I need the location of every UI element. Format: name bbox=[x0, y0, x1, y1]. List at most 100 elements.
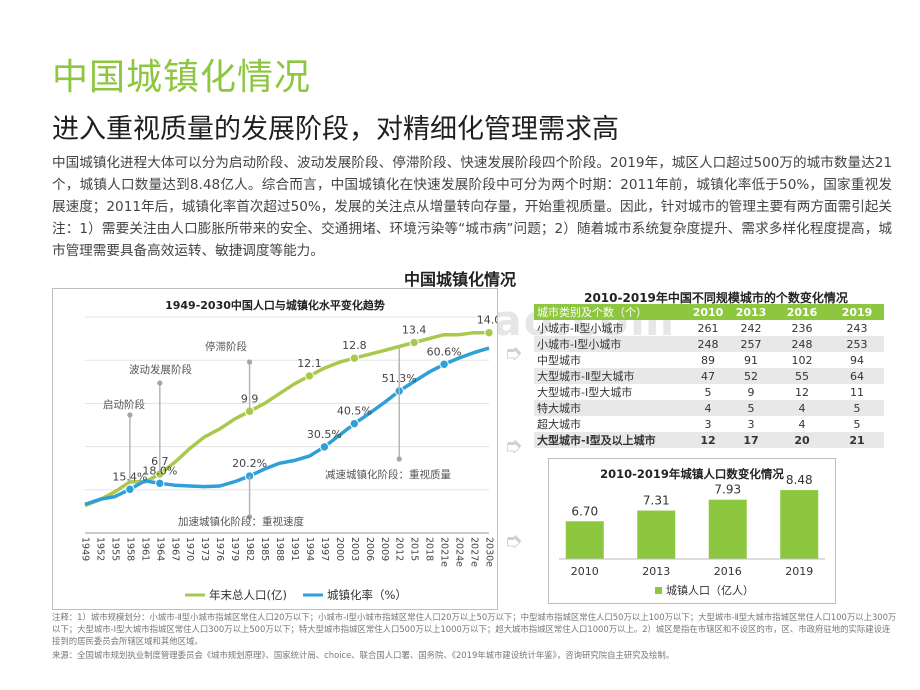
rate-point bbox=[155, 478, 165, 489]
table-header-row: 城市类别及个数（个） 2010 2013 2016 2019 bbox=[534, 304, 884, 320]
table-cell: 248 bbox=[688, 336, 728, 352]
table-row-label: 特大城市 bbox=[534, 400, 688, 416]
section-title: 中国城镇化情况 bbox=[403, 270, 516, 289]
page-title: 中国城镇化情况 bbox=[52, 57, 312, 98]
bar-category-label: 2016 bbox=[714, 565, 742, 578]
phase-annotation: 启动阶段 bbox=[103, 398, 145, 411]
bar-category-label: 2019 bbox=[785, 565, 813, 578]
table-cell: 55 bbox=[774, 368, 830, 384]
x-tick-label: 1970 bbox=[184, 537, 195, 561]
table-cell: 9 bbox=[747, 385, 755, 399]
trend-chart-panel: 1949-2030中国人口与城镇化水平变化趋势 1949 1952 1955 1958 1… bbox=[52, 288, 498, 610]
bar bbox=[708, 499, 747, 559]
page-subtitle: 进入重视质量的发展阶段，对精细化管理需求高 bbox=[52, 114, 619, 145]
x-tick-label: 2006 bbox=[364, 537, 375, 561]
city-table-title: 2010-2019年中国不同规模城市的个数变化情况 bbox=[584, 291, 848, 305]
phase-divider-dot bbox=[127, 412, 133, 418]
x-tick-label: 1976 bbox=[214, 537, 225, 561]
city-count-table: 城市类别及个数（个） 2010 2013 2016 2019 小城市-Ⅱ型小城市… bbox=[534, 304, 884, 448]
x-tick-label: 1985 bbox=[259, 537, 270, 561]
x-tick-label: 1994 bbox=[304, 537, 315, 561]
table-cell: 17 bbox=[728, 432, 774, 448]
x-tick-label: 1979 bbox=[229, 537, 240, 561]
table-cell: 261 bbox=[697, 321, 719, 335]
trend-chart: 1949-2030中国人口与城镇化水平变化趋势 1949 1952 1955 1958 1… bbox=[80, 298, 498, 602]
x-tick-label: 2030e bbox=[484, 537, 495, 567]
urban-population-chart-panel: 2010-2019年城镇人口数变化情况 6.70 2010 7.31 2013 7.93 2… bbox=[548, 458, 836, 604]
table-cell: 3 bbox=[747, 417, 755, 431]
table-row-label: 大型城市-Ⅱ型大城市 bbox=[534, 368, 688, 384]
population-data-label: 13.4 bbox=[402, 324, 427, 337]
chevron-right-icon: ➮ bbox=[504, 434, 523, 459]
table-row-label: 大型城市-Ⅰ型大城市 bbox=[537, 386, 633, 399]
table-cell: 89 bbox=[701, 353, 715, 367]
table-row: 小城市-Ⅰ型小城市 248 257 248 253 bbox=[534, 336, 884, 352]
phase-annotation: 加速城镇化阶段：重视速度 bbox=[178, 515, 304, 528]
bar bbox=[565, 521, 604, 559]
table-header: 2019 bbox=[830, 304, 884, 320]
population-data-label: 14.0 bbox=[477, 314, 497, 327]
table-cell: 4 bbox=[774, 400, 830, 416]
trend-chart-title: 1949-2030中国人口与城镇化水平变化趋势 bbox=[165, 298, 385, 312]
urban-population-chart: 2010-2019年城镇人口数变化情况 6.70 2010 7.31 2013 7.93 2… bbox=[559, 467, 825, 597]
table-row-label: 中型城市 bbox=[537, 354, 581, 367]
table-row-label: 大型城市-Ⅰ型及以上城市 bbox=[534, 432, 688, 448]
legend-label: 年末总人口(亿) bbox=[209, 588, 287, 602]
table-row: 小城市-Ⅱ型小城市 261 242 236 243 bbox=[534, 320, 884, 336]
x-tick-label: 1973 bbox=[199, 537, 210, 561]
x-tick-label: 2012 bbox=[394, 537, 405, 561]
population-point bbox=[484, 328, 494, 338]
legend-swatch bbox=[655, 587, 662, 594]
bar-value-label: 7.31 bbox=[643, 494, 670, 508]
x-tick-label: 2018 bbox=[424, 537, 435, 561]
phase-divider-dot bbox=[246, 514, 253, 520]
phase-divider-dot bbox=[246, 359, 253, 365]
population-point bbox=[349, 353, 360, 363]
x-tick-label: 1964 bbox=[154, 537, 165, 561]
legend-label: 城镇人口（亿人） bbox=[666, 583, 754, 597]
table-cell: 21 bbox=[830, 432, 884, 448]
table-cell: 52 bbox=[728, 368, 774, 384]
x-tick-label: 2000 bbox=[334, 537, 345, 561]
rate-point bbox=[349, 418, 360, 429]
phase-divider-dot bbox=[157, 380, 163, 386]
table-header: 2013 bbox=[728, 304, 774, 320]
table-cell: 5 bbox=[704, 385, 712, 399]
table-cell: 20 bbox=[774, 432, 830, 448]
table-cell: 12 bbox=[688, 432, 728, 448]
x-tick-label: 1967 bbox=[169, 537, 180, 561]
x-tick-label: 2027e bbox=[469, 537, 480, 567]
x-tick-label: 1949 bbox=[80, 537, 91, 561]
rate-data-label: 20.2% bbox=[232, 457, 267, 470]
table-row-label: 超大城市 bbox=[537, 418, 581, 431]
chevron-right-icon: ➮ bbox=[504, 529, 523, 554]
urbanization-rate-line bbox=[84, 346, 490, 507]
rate-data-label: 30.5% bbox=[307, 428, 342, 441]
bar-value-label: 7.93 bbox=[714, 483, 741, 497]
rate-point bbox=[439, 359, 449, 369]
x-tick-label: 1988 bbox=[274, 537, 285, 561]
footnote: 注释：1）城市规模划分：小城市-Ⅱ型小城市指城区常住人口20万以下；小城市-Ⅰ型… bbox=[52, 612, 897, 646]
table-cell: 12 bbox=[795, 385, 809, 399]
population-line bbox=[84, 330, 489, 508]
rate-point bbox=[125, 484, 135, 494]
table-cell: 248 bbox=[774, 336, 830, 352]
legend-label: 城镇化率（%） bbox=[327, 588, 407, 602]
table-cell: 242 bbox=[740, 321, 762, 335]
table-cell: 91 bbox=[744, 353, 758, 367]
table-header: 2010 bbox=[688, 304, 728, 320]
bar-value-label: 6.70 bbox=[571, 504, 598, 518]
x-tick-label: 2024e bbox=[454, 537, 465, 567]
intro-paragraph: 中国城镇化进程大体可以分为启动阶段、波动发展阶段、停滞阶段、快速发展阶段四个阶段… bbox=[52, 155, 892, 259]
bar-category-label: 2010 bbox=[571, 565, 599, 578]
table-header: 城市类别及个数（个） bbox=[534, 304, 688, 320]
phase-annotation: 停滞阶段 bbox=[205, 340, 247, 353]
table-cell: 4 bbox=[688, 400, 728, 416]
table-cell: 4 bbox=[798, 417, 806, 431]
rate-data-label: 60.6% bbox=[427, 345, 462, 358]
x-tick-label: 1958 bbox=[124, 537, 135, 561]
bar-value-label: 8.48 bbox=[786, 473, 813, 487]
table-row: 中型城市 89 91 102 94 bbox=[534, 352, 884, 368]
source-note: 来源：全国城市规划执业制度管理委员会《城市规划原理》、国家统计局、choice、… bbox=[52, 650, 675, 660]
population-point bbox=[304, 371, 315, 381]
